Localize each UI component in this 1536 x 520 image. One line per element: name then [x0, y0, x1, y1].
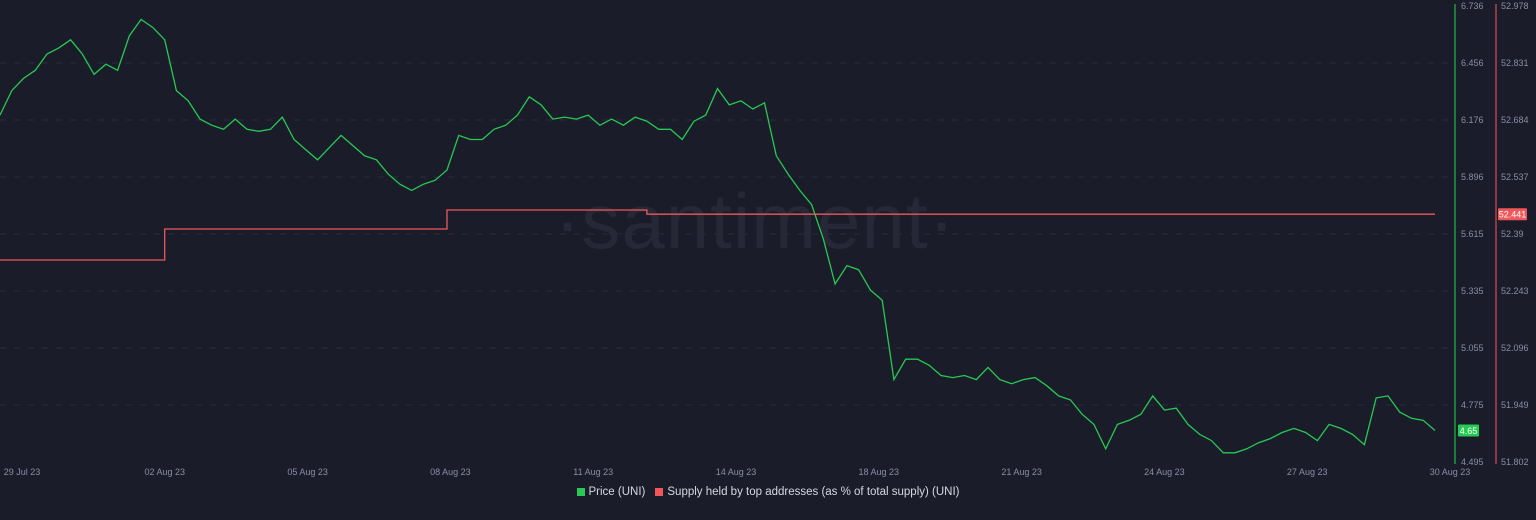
price-current-value: 4.65: [1460, 426, 1478, 436]
legend-label-price: Price (UNI): [588, 486, 646, 498]
x-tick-label: 14 Aug 23: [716, 467, 757, 477]
watermark: ·santiment·: [554, 177, 955, 265]
supply-tick-label: 51.802: [1501, 457, 1529, 467]
legend-item-price[interactable]: Price (UNI): [576, 486, 646, 498]
supply-axis: 52.978 52.831 52.684 52.537 52.39 52.243 52.09…: [1501, 1, 1529, 467]
price-tick-label: 5.896: [1461, 172, 1484, 182]
x-tick-label: 18 Aug 23: [859, 467, 900, 477]
x-tick-label: 11 Aug 23: [573, 467, 613, 477]
price-tick-label: 5.615: [1461, 229, 1484, 239]
current-value-badges: 4.65 52.441: [1458, 208, 1527, 437]
supply-tick-label: 51.949: [1501, 400, 1529, 410]
price-tick-label: 4.495: [1461, 457, 1484, 467]
supply-tick-label: 52.39: [1501, 229, 1524, 239]
supply-tick-label: 52.978: [1501, 1, 1529, 11]
supply-current-badge: [1498, 208, 1527, 221]
price-tick-label: 5.055: [1461, 343, 1484, 353]
x-axis: 29 Jul 23 02 Aug 23 05 Aug 23 08 Aug 23 11 A…: [4, 467, 1471, 477]
x-tick-label: 30 Aug 23: [1430, 467, 1471, 477]
series-layer: [0, 18, 1436, 454]
supply-current-value: 52.441: [1499, 210, 1527, 220]
price-tick-label: 6.736: [1461, 1, 1484, 11]
x-tick-label: 08 Aug 23: [430, 467, 471, 477]
x-tick-label: 05 Aug 23: [287, 467, 328, 477]
x-tick-label: 27 Aug 23: [1287, 467, 1328, 477]
legend-swatch-supply: [655, 488, 664, 496]
price-tick-label: 6.456: [1461, 58, 1484, 68]
legend-item-supply[interactable]: Supply held by top addresses (as % of to…: [655, 486, 960, 498]
supply-tick-label: 52.684: [1501, 115, 1529, 125]
grid: [0, 62, 1452, 406]
legend-swatch-price: [576, 488, 585, 496]
supply-tick-label: 52.831: [1501, 58, 1529, 68]
x-tick-label: 24 Aug 23: [1144, 467, 1185, 477]
legend: Price (UNI) Supply held by top addresses…: [0, 486, 1536, 498]
price-tick-label: 5.335: [1461, 286, 1484, 296]
price-tick-label: 6.176: [1461, 115, 1484, 125]
x-tick-label: 02 Aug 23: [145, 467, 186, 477]
price-current-badge: [1458, 424, 1479, 437]
legend-label-supply: Supply held by top addresses (as % of to…: [667, 486, 960, 498]
supply-tick-label: 52.243: [1501, 286, 1529, 296]
price-tick-label: 4.775: [1461, 400, 1484, 410]
supply-tick-label: 52.537: [1501, 172, 1529, 182]
x-tick-label: 21 Aug 23: [1001, 467, 1042, 477]
x-tick-label: 29 Jul 23: [4, 467, 41, 477]
supply-line: [0, 209, 1435, 261]
price-axis: 6.736 6.456 6.176 5.896 5.615 5.335 5.055 4.775…: [1461, 1, 1484, 467]
price-line: [0, 18, 1436, 454]
supply-tick-label: 52.096: [1501, 343, 1529, 353]
chart: ·santiment· 6.736 6.456 6.176 5.896 5.615 5.3…: [0, 1, 1529, 477]
